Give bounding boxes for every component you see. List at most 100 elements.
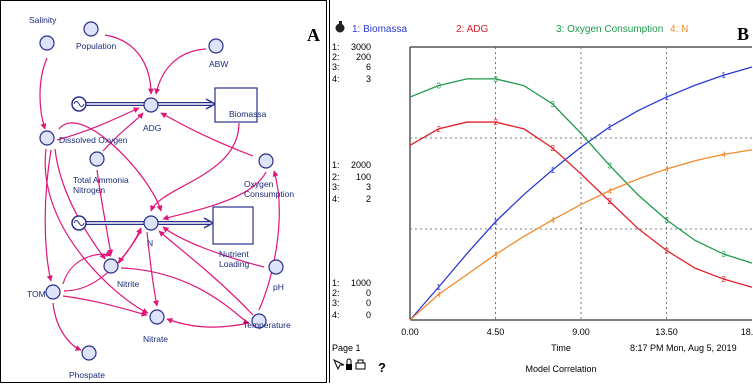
- scale-num-4: 4:: [332, 310, 340, 320]
- series-1-marker: 1: [437, 283, 442, 292]
- converter-abw: [208, 38, 224, 54]
- connector-arrow-19: [158, 230, 254, 316]
- series-2-marker: 2: [437, 125, 442, 134]
- series-3-marker: 3: [437, 82, 442, 91]
- scale-value-2: 200: [356, 52, 371, 62]
- scale-num-4: 4:: [332, 74, 340, 84]
- scale-num-1: 1:: [332, 160, 340, 170]
- series-2-marker: 2: [608, 197, 613, 206]
- series-3-marker: 3: [722, 250, 727, 259]
- series-3-marker: 3: [551, 100, 556, 109]
- label-population: Population: [76, 41, 116, 51]
- x-tick-label-3: 9.00: [572, 327, 590, 337]
- stock-biomassa: [214, 87, 258, 123]
- label-oxygen-consumption: Oxygen Consumption: [244, 179, 294, 199]
- series-line-2: [409, 121, 753, 288]
- panel-a-letter: A: [307, 25, 320, 45]
- label-adg: ADG: [143, 123, 161, 133]
- label-temperature: Temperature: [243, 320, 291, 330]
- converter-nitrite: [103, 258, 119, 274]
- series-2-marker: 2: [551, 144, 556, 153]
- series-4-marker: 4: [665, 165, 670, 174]
- label-nitrate: Nitrate: [143, 334, 168, 344]
- scale-value-1: 3000: [351, 42, 371, 52]
- connector-arrow-17: [62, 250, 112, 285]
- series-line-3: [409, 78, 753, 264]
- connector-arrow-7: [162, 171, 267, 221]
- scale-value-3: 0: [366, 298, 371, 308]
- series-1-marker: 1: [551, 166, 556, 175]
- series-4-marker: 4: [722, 150, 727, 159]
- converter-dissolved-oxygen: [39, 130, 55, 146]
- scale-value-3: 6: [366, 62, 371, 72]
- connector-arrow-20: [258, 170, 280, 311]
- converter-phospate: [81, 345, 97, 361]
- series-line-4: [409, 149, 753, 321]
- label-biomassa: Biomassa: [229, 109, 267, 119]
- series-1-marker: 1: [665, 93, 670, 102]
- toolbar-icons: [332, 358, 366, 371]
- x-tick-label-1: 0.00: [401, 327, 419, 337]
- series-3-marker: 3: [665, 216, 670, 225]
- label-salinity: Salinity: [29, 15, 57, 25]
- scale-num-4: 4:: [332, 194, 340, 204]
- series-3-marker: 3: [494, 75, 499, 84]
- legend-series-1: 1: Biomassa: [352, 24, 407, 35]
- connector-arrow-15: [62, 295, 148, 317]
- converter-oxygen-consumption: [258, 153, 274, 169]
- legend-series-3: 3: Oxygen Consumption: [556, 24, 663, 35]
- panel-a-stock-flow-diagram: A Salinity Population ABW ADG Biomassa Dissol…: [0, 0, 327, 383]
- series-line-1: [409, 66, 753, 321]
- converter-tom: [45, 284, 61, 300]
- legend-series-4: 4: N: [670, 24, 688, 35]
- label-dissolved-oxygen: Dissolved Oxygen: [59, 135, 128, 145]
- scale-num-1: 1:: [332, 278, 340, 288]
- model-correlation-chart: 1: Biomassa 2: ADG 3: Oxygen Consumption 4:…: [332, 21, 753, 375]
- series-4-marker: 4: [551, 216, 556, 225]
- label-nitrite: Nitrite: [117, 279, 139, 289]
- scale-num-3: 3:: [332, 182, 340, 192]
- connector-arrow-2: [104, 34, 154, 95]
- flow-valve-adg: [143, 97, 159, 113]
- series-4-marker: 4: [494, 250, 499, 259]
- series-2-marker: 2: [665, 246, 670, 255]
- scale-num-2: 2:: [332, 288, 340, 298]
- converter-tan: [89, 151, 105, 167]
- scale-value-1: 2000: [351, 160, 371, 170]
- graph-pad-icon: [335, 21, 345, 33]
- connector-arrow-3: [154, 48, 207, 95]
- x-tick-label-5: 18.00: [741, 327, 753, 337]
- scale-num-3: 3:: [332, 298, 340, 308]
- series-2-marker: 2: [494, 118, 499, 127]
- connector-arrow-4: [56, 107, 140, 141]
- scale-num-3: 3:: [332, 62, 340, 72]
- print-paper-icon: [357, 359, 364, 364]
- label-abw: ABW: [209, 59, 228, 69]
- label-nutrient-loading: Nutrient Loading: [219, 249, 250, 269]
- converter-population: [83, 21, 99, 37]
- scale-value-4: 2: [366, 194, 371, 204]
- connector-arrow-23: [58, 122, 163, 212]
- label-phospate: Phospate: [69, 370, 105, 380]
- scale-value-1: 1000: [351, 278, 371, 288]
- scale-num-1: 1:: [332, 42, 340, 52]
- connector-arrow-13: [146, 231, 159, 307]
- connector-arrow-6: [160, 112, 254, 157]
- pointer-icon: [332, 358, 345, 371]
- converter-ph: [268, 259, 284, 275]
- series-1-marker: 1: [722, 71, 727, 80]
- connector-arrow-5: [150, 122, 240, 212]
- converter-salinity: [39, 35, 55, 51]
- connector-arrow-1: [39, 57, 48, 130]
- panel-b-letter: B: [737, 24, 750, 44]
- stock-nutrient-loading: [212, 206, 254, 245]
- scale-value-2: 0: [366, 288, 371, 298]
- connector-arrow-18: [162, 226, 265, 268]
- converter-nitrate: [149, 309, 165, 325]
- converter-temperature: [251, 313, 267, 329]
- page-label: Page 1: [332, 343, 361, 353]
- series-1-marker: 1: [494, 218, 499, 227]
- connector-arrow-21: [166, 318, 250, 328]
- x-axis-label: Time: [551, 343, 571, 353]
- legend-series-2: 2: ADG: [456, 24, 488, 35]
